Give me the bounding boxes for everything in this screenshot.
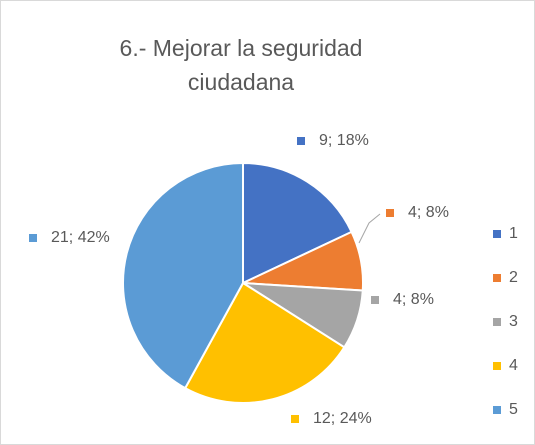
legend-key	[493, 318, 501, 326]
legend-key	[493, 362, 501, 370]
pie-slice	[122, 161, 244, 390]
legend-label: 2	[509, 269, 518, 286]
data-label: 12; 24%	[313, 410, 372, 427]
legend-key	[493, 274, 501, 282]
data-label: 4; 8%	[408, 204, 449, 221]
pie-slice	[242, 161, 353, 285]
data-label: 9; 18%	[319, 132, 369, 149]
legend-label: 3	[509, 313, 518, 330]
legend-label: 1	[509, 225, 518, 242]
pie-slice	[183, 281, 346, 404]
legend-key	[493, 230, 501, 238]
label-key	[29, 234, 37, 242]
label-key	[291, 415, 299, 423]
label-key	[297, 137, 305, 145]
label-key	[371, 296, 379, 304]
leader-line	[358, 213, 381, 244]
legend-label: 5	[509, 401, 518, 418]
label-key	[386, 209, 394, 217]
data-label: 4; 8%	[393, 291, 434, 308]
legend-key	[493, 406, 501, 414]
legend-label: 4	[509, 357, 518, 374]
chart-title: 6.- Mejorar la seguridad ciudadana	[119, 35, 363, 95]
data-label: 21; 42%	[51, 229, 110, 246]
